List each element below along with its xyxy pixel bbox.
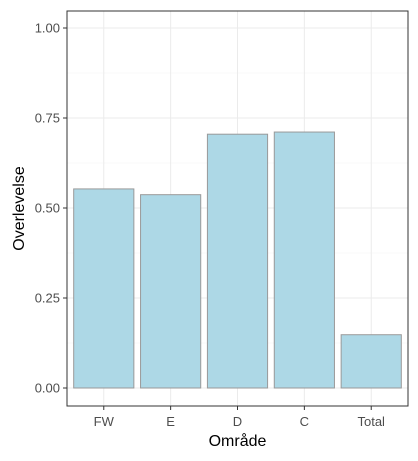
bar-d (206, 133, 269, 389)
bars (73, 131, 402, 389)
y-tick-label: 1.00 (35, 21, 60, 36)
x-tick-label: FW (94, 414, 115, 429)
x-axis-title: Område (209, 432, 267, 450)
y-tick-label: 0.50 (35, 201, 60, 216)
y-axis-title: Overlevelse (11, 166, 28, 251)
x-axis-ticks: FW E D C Total (94, 406, 385, 429)
bar-e (140, 194, 202, 389)
x-tick-label: Total (357, 414, 385, 429)
y-axis-ticks: 0.00 0.25 0.50 0.75 1.00 (35, 21, 67, 396)
x-tick-label: D (233, 414, 242, 429)
bar-total (340, 334, 402, 389)
x-tick-label: C (300, 414, 309, 429)
y-tick-label: 0.00 (35, 381, 60, 396)
y-tick-label: 0.75 (35, 111, 60, 126)
x-tick-label: E (166, 414, 175, 429)
y-tick-label: 0.25 (35, 291, 60, 306)
panel-border (66, 10, 409, 407)
bar-c (273, 131, 335, 389)
bar-fw (73, 188, 135, 389)
